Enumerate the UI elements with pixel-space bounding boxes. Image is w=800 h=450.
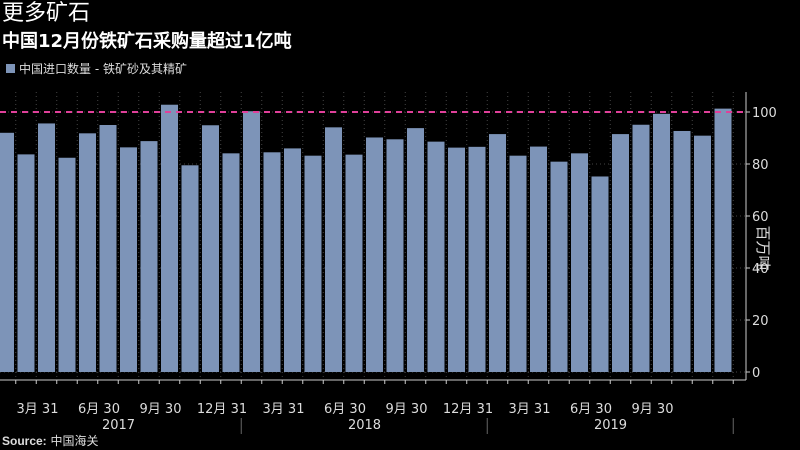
bar-2018-01	[243, 111, 260, 372]
y-tick-label: 100	[752, 106, 777, 121]
bar-2018-02	[263, 152, 281, 372]
bar-2019-03	[530, 146, 547, 372]
bar-2017-02	[17, 154, 35, 372]
chart-subtitle: 中国12月份铁矿石采购量超过1亿吨	[2, 31, 292, 52]
bar-2017-11	[202, 125, 219, 372]
x-tick-label: 12月 31	[443, 402, 493, 417]
bar-2019-05	[571, 153, 588, 372]
x-tick-label: 9月 30	[386, 402, 428, 417]
bar-2019-09	[653, 113, 670, 372]
y-tick-label: 0	[752, 366, 760, 381]
bar-2018-10	[427, 141, 445, 372]
y-tick-label: 80	[752, 158, 769, 173]
bar-2018-11	[448, 147, 465, 372]
bar-2018-08	[386, 139, 404, 372]
x-tick-label: 6月 30	[78, 402, 120, 417]
bar-2019-06	[591, 176, 609, 372]
y-tick-label: 40	[752, 262, 769, 277]
x-tick-label: 9月 30	[140, 402, 182, 417]
chart-title: 更多矿石	[2, 1, 91, 26]
x-tick-label: 6月 30	[570, 402, 612, 417]
bar-2017-03	[38, 123, 55, 372]
bar-2019-11	[694, 135, 711, 372]
legend-swatch	[6, 64, 15, 73]
year-label: 2017	[102, 418, 135, 433]
bar-2018-06	[345, 154, 363, 372]
bar-2017-07	[120, 147, 137, 372]
bar-2019-07	[612, 134, 629, 372]
source-label: Source:	[2, 434, 47, 448]
year-label: 2019	[594, 418, 627, 433]
year-label: 2018	[348, 418, 381, 433]
x-tick-label: 3月 31	[263, 402, 305, 417]
bar-2017-01	[0, 132, 14, 372]
bar-2017-09	[161, 104, 178, 372]
y-tick-label: 60	[752, 210, 769, 225]
bar-2019-02	[509, 155, 527, 372]
bar-2017-10	[181, 165, 199, 372]
bar-2017-04	[58, 157, 76, 372]
source-value: 中国海关	[50, 434, 99, 448]
bar-2018-04	[304, 155, 322, 372]
legend-label: 中国进口数量 - 铁矿砂及其精矿	[19, 62, 187, 76]
source-note: Source: 中国海关	[2, 432, 99, 449]
bar-2018-09	[407, 128, 424, 372]
bar-2019-12	[714, 108, 732, 373]
x-tick-label: 12月 31	[197, 402, 247, 417]
bar-2018-05	[325, 127, 342, 372]
bar-2019-04	[550, 161, 568, 372]
bar-2019-08	[632, 124, 650, 373]
bar-2018-12	[468, 146, 486, 372]
x-tick-label: 9月 30	[632, 402, 674, 417]
bar-2017-12	[222, 153, 240, 372]
bar-2017-05	[79, 133, 96, 372]
axes: 0 20 40 60 80 100 3月 31 6月 30 9月 30 12月 31 3月 31 6月…	[0, 92, 777, 434]
legend: 中国进口数量 - 铁矿砂及其精矿	[6, 60, 187, 77]
bar-2019-01	[489, 134, 506, 372]
x-tick-label: 6月 30	[324, 402, 366, 417]
y-tick-label: 20	[752, 314, 769, 329]
x-tick-label: 3月 31	[17, 402, 59, 417]
x-tick-label: 3月 31	[509, 402, 551, 417]
bar-2019-10	[673, 130, 691, 372]
bar-2018-07	[366, 137, 383, 372]
bars	[0, 104, 732, 373]
bar-2017-06	[99, 125, 117, 372]
bar-2017-08	[140, 141, 158, 372]
bar-2018-03	[284, 148, 301, 372]
y-axis-label: 百万吨	[754, 225, 772, 270]
